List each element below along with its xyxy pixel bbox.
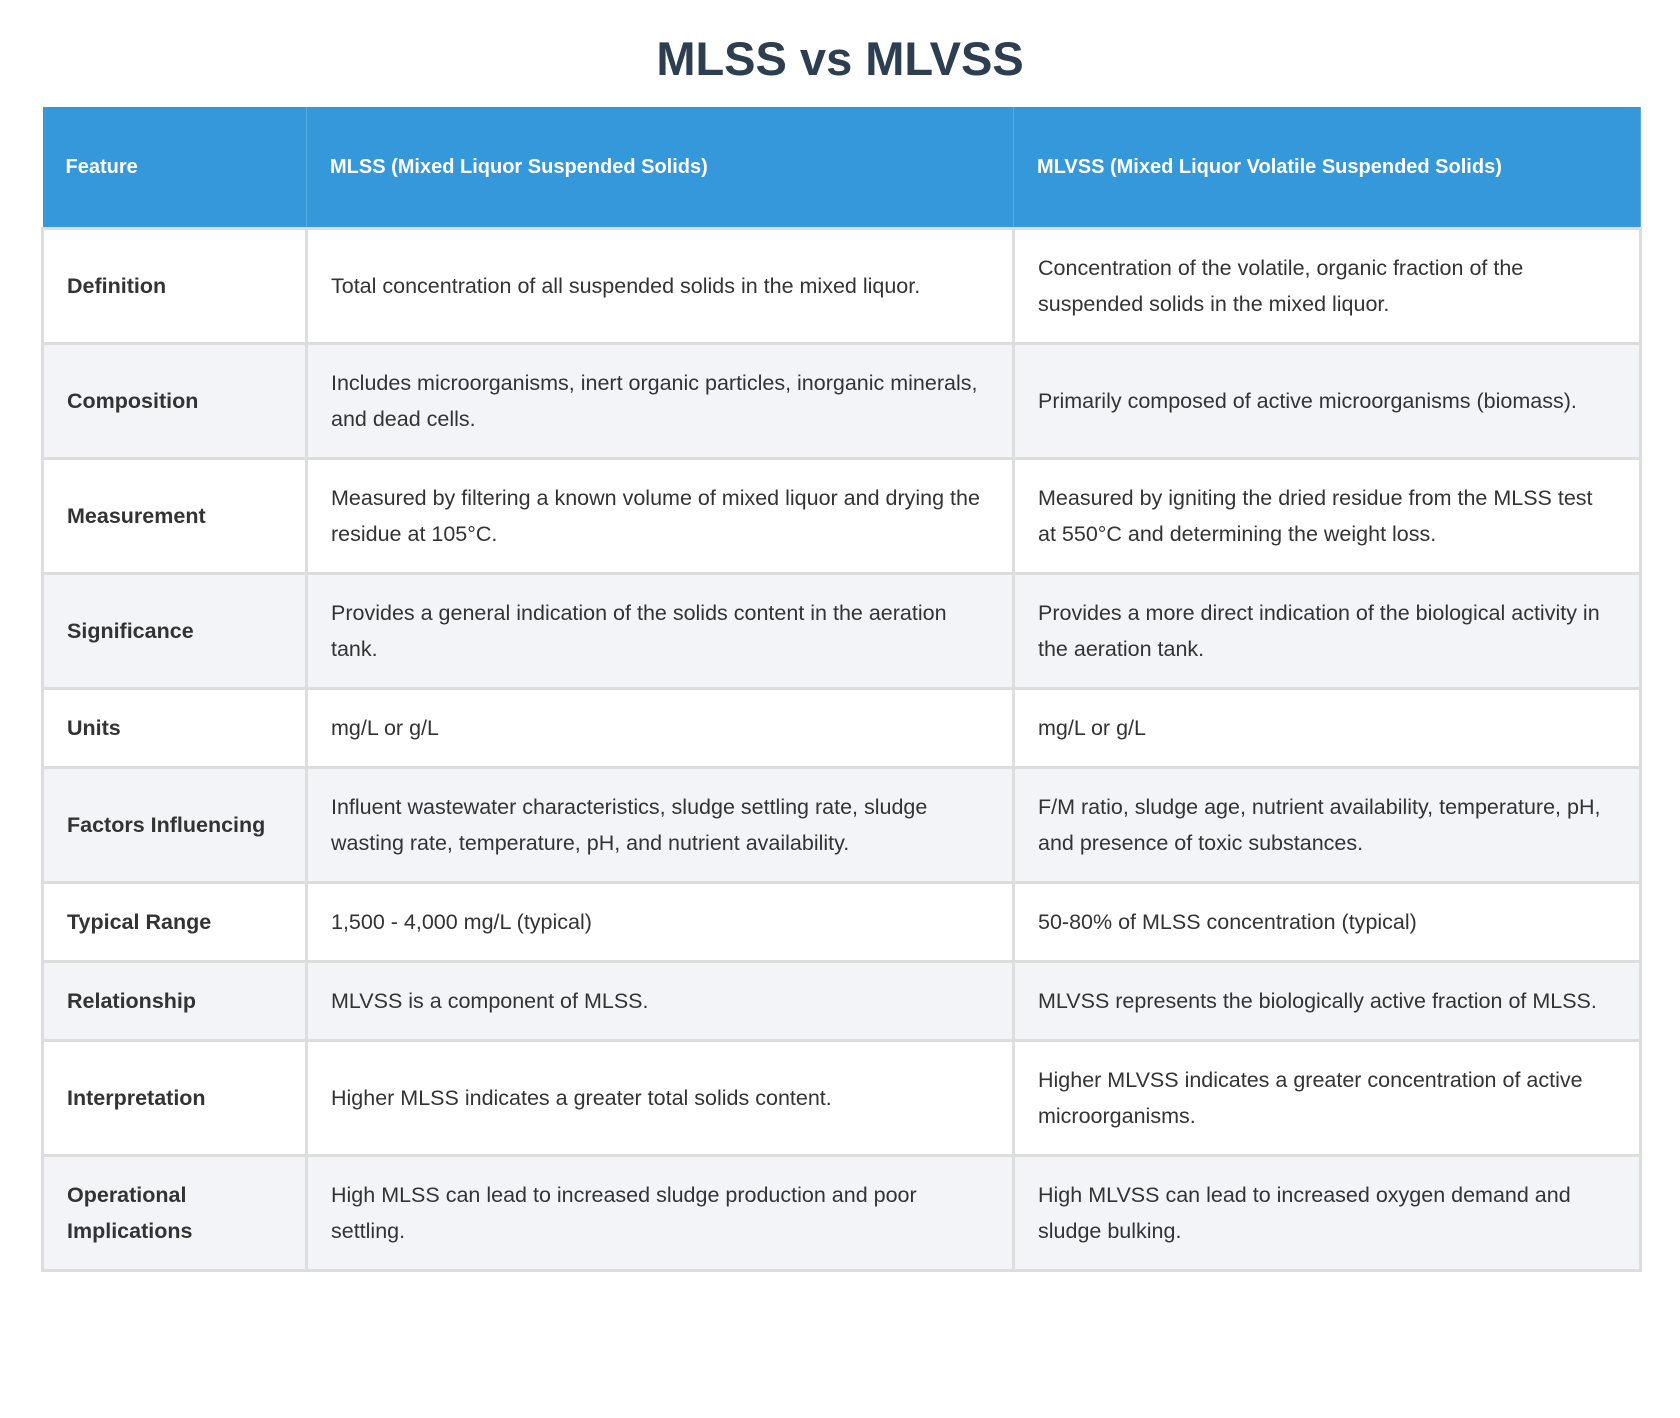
table-row: Definition Total concentration of all sus… — [41, 227, 1642, 345]
mlss-cell: MLVSS is a component of MLSS. — [305, 960, 1015, 1042]
table-row: Operational Implications High MLSS can le… — [41, 1154, 1642, 1272]
mlvss-cell: Higher MLVSS indicates a greater concent… — [1012, 1039, 1642, 1157]
table-row: Significance Provides a general indicatio… — [41, 572, 1642, 690]
table-row: Units mg/L or g/L mg/L or g/L — [41, 687, 1642, 769]
header-row: Feature MLSS (Mixed Liquor Suspended Sol… — [42, 107, 1641, 229]
mlss-cell: Measured by filtering a known volume of … — [305, 457, 1015, 575]
table-row: Relationship MLVSS is a component of MLSS… — [41, 960, 1642, 1042]
table-row: Typical Range 1,500 - 4,000 mg/L (typical… — [41, 881, 1642, 963]
feature-cell: Significance — [41, 572, 308, 690]
mlvss-cell: Concentration of the volatile, organic f… — [1012, 227, 1642, 345]
mlss-cell: Influent wastewater characteristics, slu… — [305, 766, 1015, 884]
table-row: Measurement Measured by filtering a known… — [41, 457, 1642, 575]
feature-cell: Definition — [41, 227, 308, 345]
feature-cell: Measurement — [41, 457, 308, 575]
header-mlvss: MLVSS (Mixed Liquor Volatile Suspended S… — [1013, 107, 1641, 229]
comparison-table: Feature MLSS (Mixed Liquor Suspended Sol… — [41, 107, 1642, 1272]
feature-cell: Typical Range — [41, 881, 308, 963]
mlss-cell: mg/L or g/L — [305, 687, 1015, 769]
feature-cell: Units — [41, 687, 308, 769]
page-title: MLSS vs MLVSS — [656, 32, 1024, 85]
header-mlss: MLSS (Mixed Liquor Suspended Solids) — [306, 107, 1014, 229]
mlss-cell: 1,500 - 4,000 mg/L (typical) — [305, 881, 1015, 963]
mlvss-cell: F/M ratio, sludge age, nutrient availabi… — [1012, 766, 1642, 884]
mlss-cell: High MLSS can lead to increased sludge p… — [305, 1154, 1015, 1272]
mlvss-cell: 50-80% of MLSS concentration (typical) — [1012, 881, 1642, 963]
feature-cell: Composition — [41, 342, 308, 460]
table-row: Factors Influencing Influent wastewater c… — [41, 766, 1642, 884]
feature-cell: Relationship — [41, 960, 308, 1042]
mlvss-cell: Provides a more direct indication of the… — [1012, 572, 1642, 690]
mlvss-cell: Primarily composed of active microorgani… — [1012, 342, 1642, 460]
mlss-cell: Total concentration of all suspended sol… — [305, 227, 1015, 345]
feature-cell: Operational Implications — [41, 1154, 308, 1272]
header-feature: Feature — [42, 107, 307, 229]
feature-cell: Factors Influencing — [41, 766, 308, 884]
mlss-cell: Includes microorganisms, inert organic p… — [305, 342, 1015, 460]
table-row: Interpretation Higher MLSS indicates a gr… — [41, 1039, 1642, 1157]
mlss-cell: Higher MLSS indicates a greater total so… — [305, 1039, 1015, 1157]
mlvss-cell: MLVSS represents the biologically active… — [1012, 960, 1642, 1042]
mlvss-cell: mg/L or g/L — [1012, 687, 1642, 769]
mlss-cell: Provides a general indication of the sol… — [305, 572, 1015, 690]
table-row: Composition Includes microorganisms, iner… — [41, 342, 1642, 460]
mlvss-cell: High MLVSS can lead to increased oxygen … — [1012, 1154, 1642, 1272]
mlvss-cell: Measured by igniting the dried residue f… — [1012, 457, 1642, 575]
feature-cell: Interpretation — [41, 1039, 308, 1157]
